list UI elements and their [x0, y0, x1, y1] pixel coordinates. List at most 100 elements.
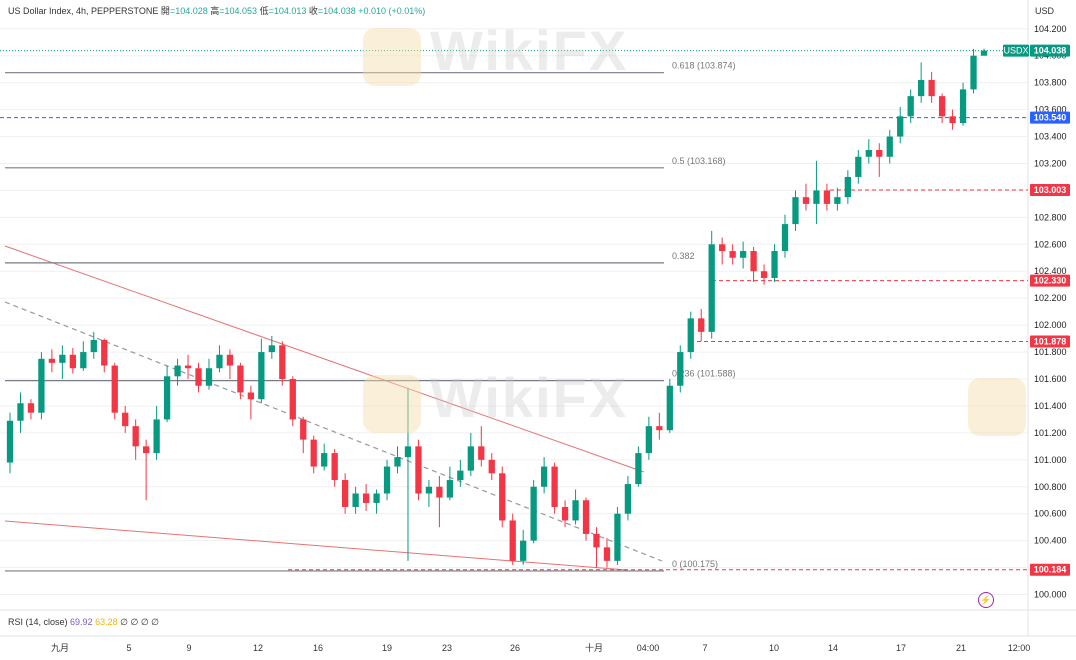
open-label: 開 [161, 6, 170, 16]
rsi-legend: RSI (14, close) 69.92 63.28 ∅ ∅ ∅ ∅ [8, 617, 159, 628]
candle-body [363, 494, 369, 503]
candle-body [300, 419, 306, 439]
candle-body [698, 318, 704, 331]
y-tick-label: 102.600 [1034, 239, 1067, 249]
candle-body [112, 366, 118, 413]
x-tick-label: 12:00 [1008, 643, 1031, 653]
x-tick-label: 23 [442, 643, 452, 653]
trend-line-upper [5, 246, 644, 472]
symbol-price-tag-text: USDX [1003, 46, 1028, 56]
price-tag-text: 101.878 [1034, 337, 1067, 347]
candle-body [583, 500, 589, 534]
candle-body [321, 453, 327, 466]
y-tick-label: 100.600 [1034, 509, 1067, 519]
symbol-text: US Dollar Index, 4h, PEPPERSTONE [8, 6, 158, 16]
candle-body [332, 453, 338, 480]
candle-body [17, 403, 23, 421]
price-tag-text: 102.330 [1034, 276, 1067, 286]
candle-body [541, 467, 547, 487]
candle-body [667, 386, 673, 430]
candle-body [7, 421, 13, 463]
candle-body [803, 197, 809, 204]
x-tick-label: 十月 [585, 642, 603, 653]
candle-body [80, 352, 86, 368]
candle-body [834, 197, 840, 204]
candle-body [489, 460, 495, 473]
candle-body [133, 426, 139, 446]
candle-body [447, 480, 453, 498]
candle-body [216, 355, 222, 368]
y-tick-label: 100.400 [1034, 536, 1067, 546]
candle-body [520, 541, 526, 561]
candle-body [269, 345, 275, 352]
candle-body [143, 446, 149, 453]
candle-body [908, 96, 914, 116]
y-tick-label: 100.800 [1034, 482, 1067, 492]
y-tick-label: 103.200 [1034, 158, 1067, 168]
candle-body [719, 244, 725, 251]
wikifx-logo-icon [363, 28, 421, 86]
candle-body [290, 379, 296, 419]
candle-body [405, 446, 411, 457]
candle-body [939, 96, 945, 116]
x-tick-label: 04:00 [637, 643, 660, 653]
candle-body [730, 251, 736, 258]
low-label: 低 [260, 6, 269, 16]
candle-body [311, 440, 317, 467]
candle-body [866, 150, 872, 157]
price-tag-text: 103.003 [1034, 185, 1067, 195]
candle-body [750, 251, 756, 271]
candle-body [771, 251, 777, 278]
open-value: =104.028 [170, 6, 208, 16]
watermark: WikiFX [430, 365, 628, 430]
candle-body [960, 89, 966, 123]
candle-body [970, 56, 976, 90]
lightning-icon[interactable]: ⚡ [978, 592, 994, 608]
currency-label[interactable]: USD [1035, 6, 1054, 16]
candle-body [981, 51, 987, 56]
candle-body [478, 446, 484, 459]
fib-level-label: 0.618 (103.874) [672, 61, 736, 71]
candle-body [38, 359, 44, 413]
x-tick-label: 10 [769, 643, 779, 653]
close-value: =104.038 +0.010 (+0.01%) [318, 6, 425, 16]
candle-body [824, 190, 830, 203]
candle-body [153, 419, 159, 453]
candle-body [101, 340, 107, 366]
x-tick-label: 7 [702, 643, 707, 653]
y-tick-label: 101.200 [1034, 428, 1067, 438]
candle-body [593, 534, 599, 547]
candle-body [551, 467, 557, 507]
candle-body [604, 547, 610, 560]
high-value: =104.053 [219, 6, 257, 16]
candle-body [384, 467, 390, 494]
candle-body [625, 484, 631, 514]
candle-body [677, 352, 683, 386]
candle-body [373, 494, 379, 503]
candle-body [876, 150, 882, 157]
y-tick-label: 102.200 [1034, 293, 1067, 303]
price-tag-text: 104.038 [1034, 46, 1067, 56]
candle-body [949, 116, 955, 123]
candle-body [394, 457, 400, 466]
close-label: 收 [309, 6, 318, 16]
candle-body [845, 177, 851, 197]
x-tick-label: 26 [510, 643, 520, 653]
candle-body [457, 471, 463, 480]
candle-body [164, 376, 170, 419]
rsi-value: 69.92 [70, 617, 93, 627]
candle-body [352, 494, 358, 507]
x-tick-label: 21 [956, 643, 966, 653]
candle-body [468, 446, 474, 470]
candle-body [635, 453, 641, 484]
candle-body [572, 500, 578, 520]
fib-level-label: 0.382 [672, 251, 695, 261]
x-tick-label: 17 [896, 643, 906, 653]
candle-body [928, 80, 934, 96]
candle-body [792, 197, 798, 224]
candle-body [688, 318, 694, 352]
y-tick-label: 101.400 [1034, 401, 1067, 411]
candle-body [185, 366, 191, 369]
candle-body [426, 487, 432, 494]
